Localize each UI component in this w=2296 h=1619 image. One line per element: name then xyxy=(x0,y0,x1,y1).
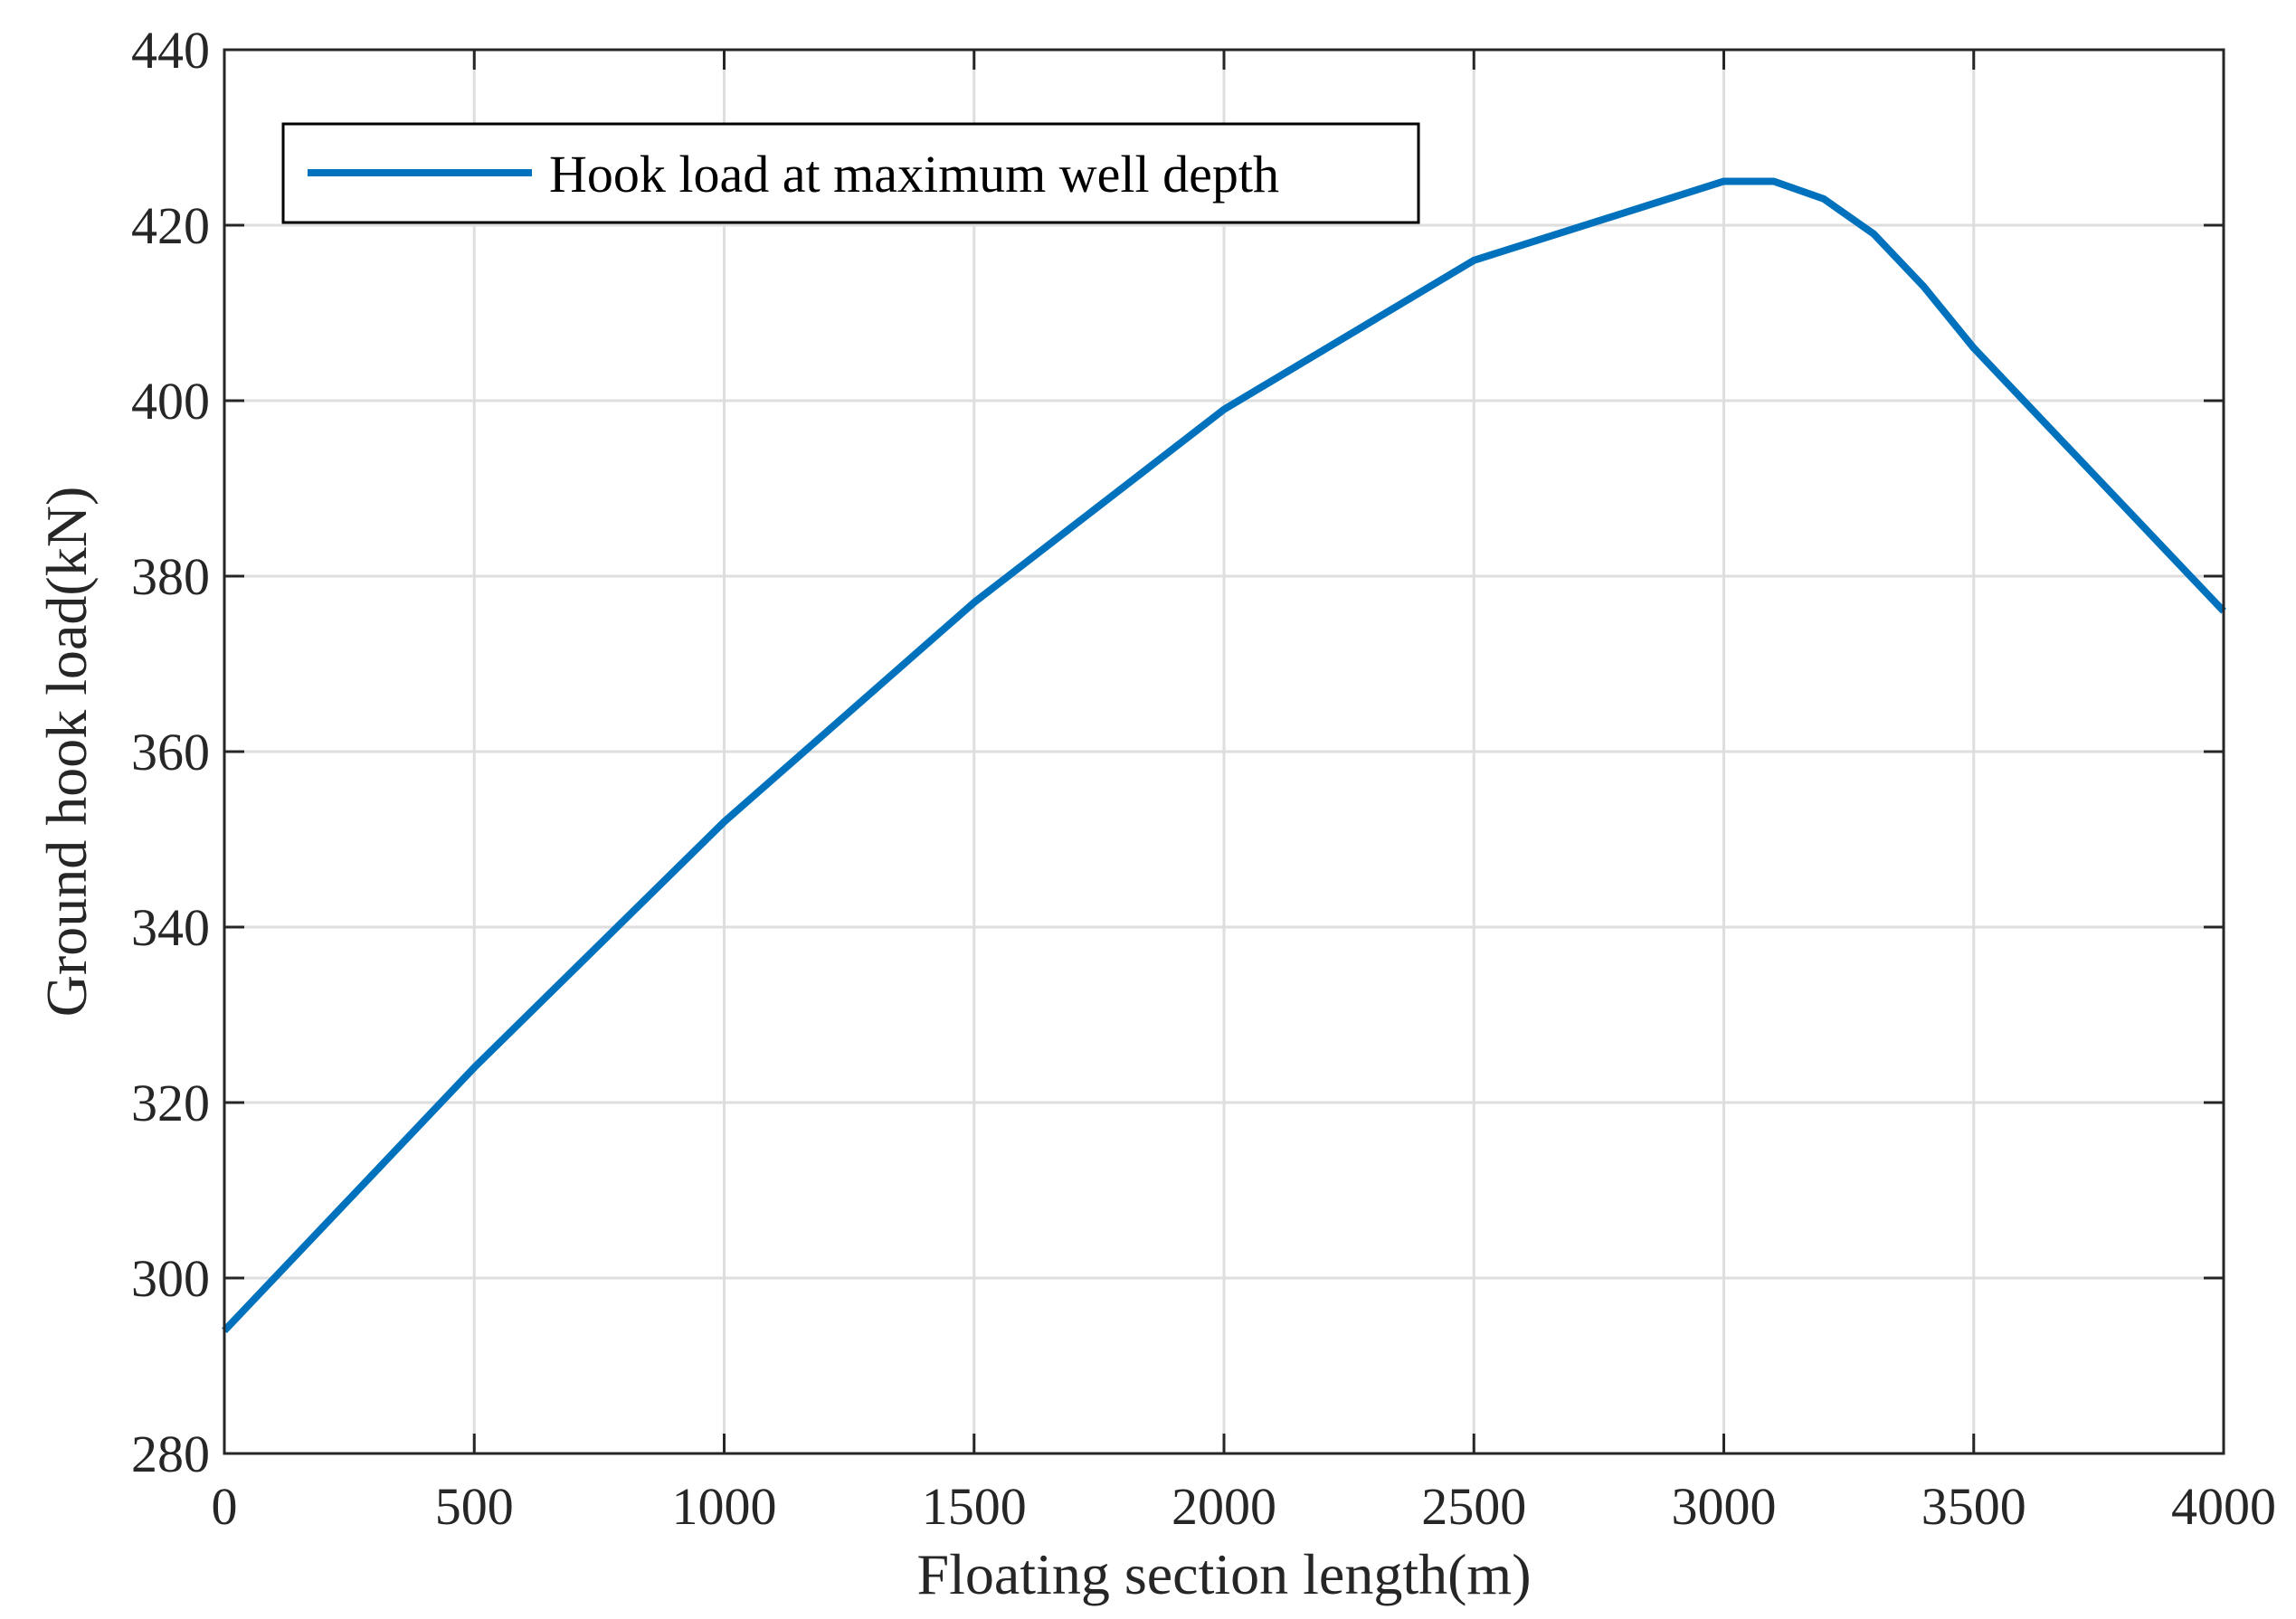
x-tick-label: 500 xyxy=(435,1477,514,1536)
x-tick-label: 3000 xyxy=(1672,1477,1777,1536)
y-tick-label: 340 xyxy=(131,898,210,957)
x-tick-label: 1500 xyxy=(922,1477,1027,1536)
legend-label: Hook load at maximum well depth xyxy=(549,145,1279,204)
x-tick-label: 3500 xyxy=(1921,1477,2026,1536)
series-layer xyxy=(222,177,2226,1333)
x-tick-label: 2500 xyxy=(1421,1477,1526,1536)
y-tick-label: 280 xyxy=(131,1425,210,1483)
x-tick-label: 0 xyxy=(212,1477,238,1536)
y-tick-label: 380 xyxy=(131,547,210,606)
y-tick-label: 420 xyxy=(131,196,210,255)
x-tick-label: 4000 xyxy=(2171,1477,2276,1536)
y-axis-label: Ground hook load(kN) xyxy=(34,487,99,1018)
y-tick-label: 320 xyxy=(131,1074,210,1132)
series-line xyxy=(222,177,2226,1333)
y-tick-label: 440 xyxy=(131,21,210,80)
x-tick-labels: 0 500 1000 1500 2000 2500 3000 3500 4000 xyxy=(212,1477,2277,1536)
x-tick-label: 2000 xyxy=(1172,1477,1276,1536)
grid-lines xyxy=(224,50,2224,1453)
axis-ticks xyxy=(223,48,2225,1455)
x-axis-label: Floating section length(m) xyxy=(917,1542,1532,1606)
x-tick-label: 1000 xyxy=(672,1477,777,1536)
y-tick-label: 300 xyxy=(131,1249,210,1308)
y-tick-label: 360 xyxy=(131,723,210,781)
y-tick-labels: 280 300 320 340 360 380 400 420 440 xyxy=(131,21,210,1483)
legend: Hook load at maximum well depth xyxy=(281,122,1420,224)
y-tick-label: 400 xyxy=(131,372,210,431)
